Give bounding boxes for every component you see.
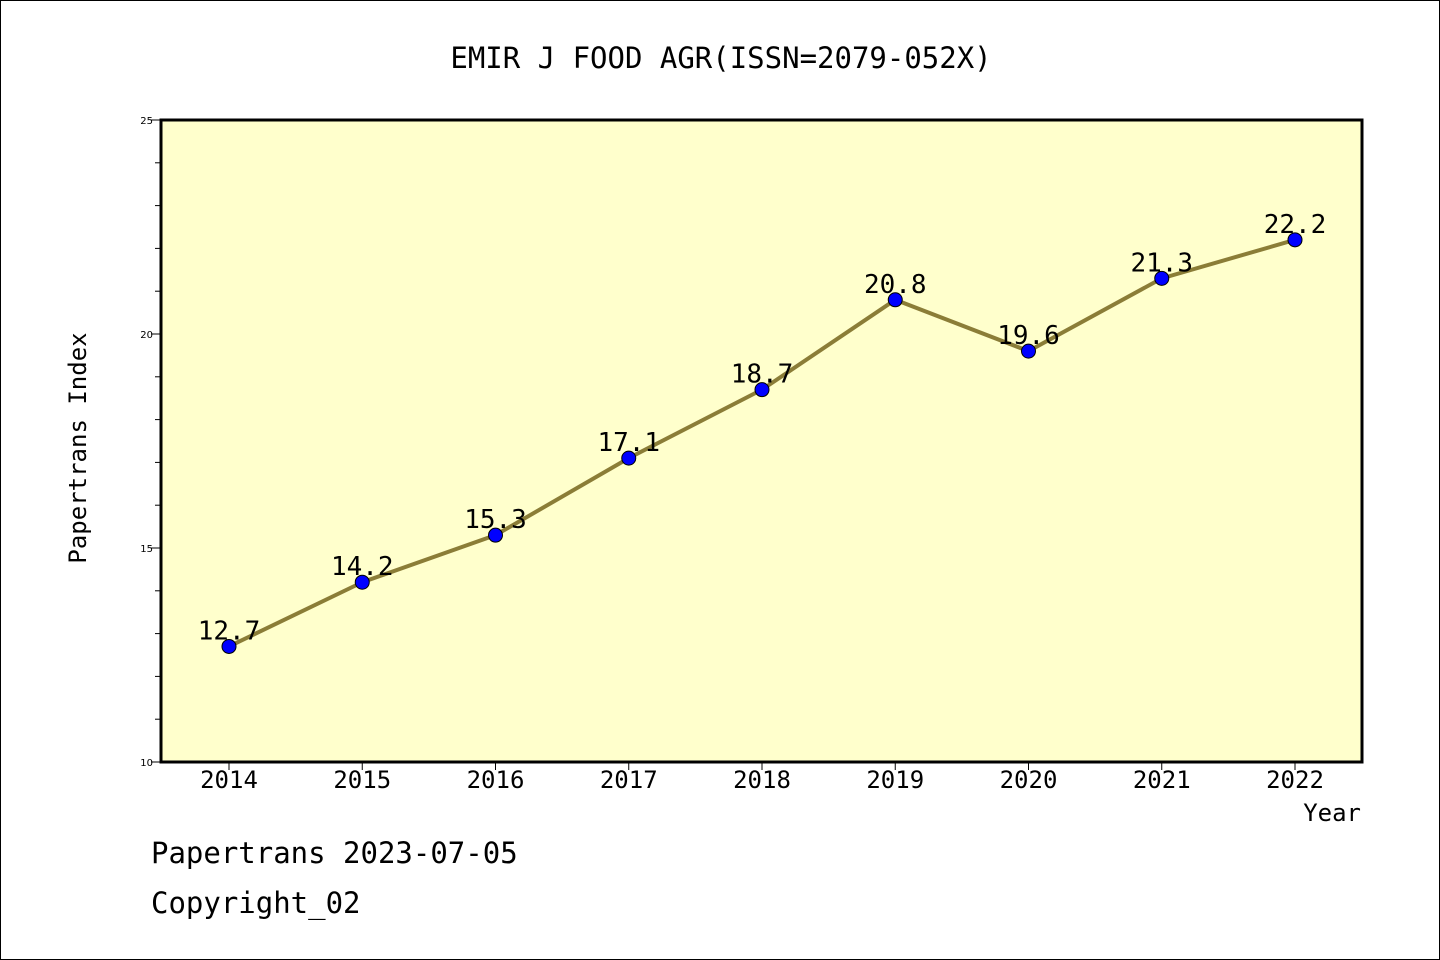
series-papertrans-index: 12.7 14.2 15.3 17.1 18.7 20.8 19.6 21.3 22.2 [198, 210, 1327, 654]
y-axis-label: Papertrans Index [64, 332, 92, 563]
x-tick-label: 2020 [1000, 766, 1058, 794]
x-tick-label: 2016 [467, 766, 525, 794]
data-label: 20.8 [864, 270, 927, 300]
data-point [1021, 343, 1036, 359]
y-axis: 10 15 20 25 [140, 116, 161, 769]
data-label: 21.3 [1130, 248, 1193, 278]
y-tick-label: 25 [140, 116, 153, 127]
data-point [354, 574, 370, 590]
footer-date: Papertrans 2023-07-05 [151, 836, 518, 870]
x-axis-label: Year [1303, 799, 1361, 827]
footer-copyright: Copyright_02 [151, 886, 361, 920]
data-label: 22.2 [1264, 210, 1327, 240]
x-tick-label: 2015 [333, 766, 391, 794]
x-tick-label: 2017 [600, 766, 658, 794]
data-point [887, 292, 903, 308]
y-tick-label: 15 [140, 544, 153, 555]
x-tick-label: 2022 [1266, 766, 1324, 794]
data-label: 18.7 [731, 360, 794, 390]
data-point [621, 450, 637, 466]
data-label: 19.6 [997, 321, 1060, 351]
data-point [754, 382, 770, 398]
data-point [488, 527, 503, 543]
x-tick-label: 2014 [200, 766, 258, 794]
data-label: 14.2 [331, 552, 394, 582]
data-label: 17.1 [597, 428, 660, 458]
data-label: 12.7 [198, 616, 261, 646]
data-label: 15.3 [464, 505, 527, 535]
x-tick-label: 2021 [1133, 766, 1191, 794]
data-point [221, 638, 237, 654]
data-point [1287, 232, 1303, 248]
plot-area [159, 118, 1364, 764]
data-point [1154, 270, 1170, 286]
x-tick-label: 2019 [866, 766, 924, 794]
x-tick-label: 2018 [733, 766, 791, 794]
y-tick-label: 20 [140, 330, 153, 341]
y-tick-label: 10 [140, 758, 153, 769]
x-axis: 2014 2015 2016 2017 2018 2019 2020 2021 2022 [200, 762, 1324, 794]
chart-title: EMIR J FOOD AGR(ISSN=2079-052X) [450, 41, 991, 75]
